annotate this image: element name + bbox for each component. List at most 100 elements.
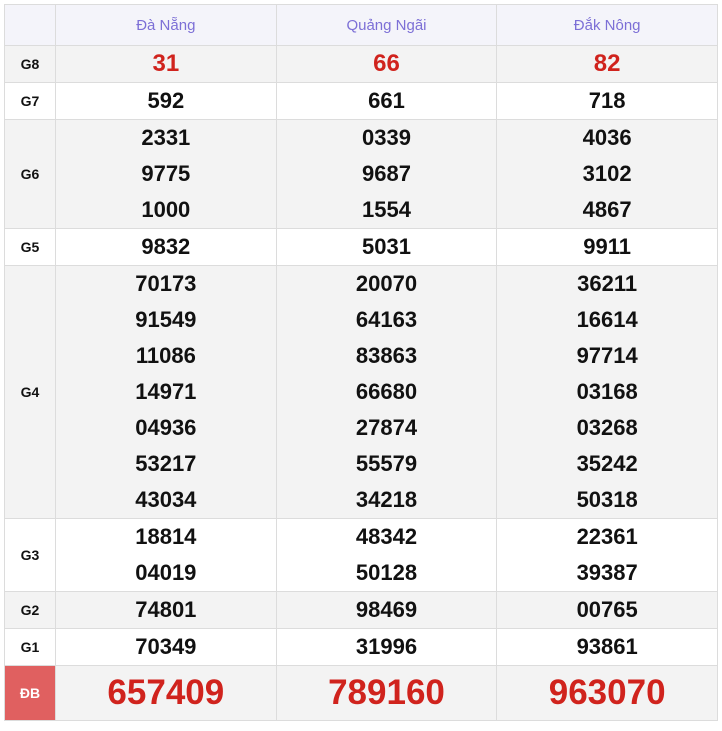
prize-number: 27874 bbox=[355, 415, 418, 440]
prize-cell: 718 bbox=[496, 82, 718, 120]
prize-row: ĐB 657409 789160 963070 bbox=[4, 665, 718, 721]
column-header-province: Đắk Nông bbox=[496, 4, 718, 46]
prize-row: G2 74801 98469 00765 bbox=[4, 591, 718, 629]
prize-number: 35242 bbox=[576, 451, 638, 476]
prize-cell: 657409 bbox=[55, 665, 277, 721]
prize-label: G8 bbox=[4, 45, 56, 83]
prize-cell: 22361 39387 bbox=[496, 518, 718, 592]
prize-number: 83863 bbox=[355, 343, 418, 368]
prize-cell: 70349 bbox=[55, 628, 277, 666]
prize-cell: 2331 9775 1000 bbox=[55, 119, 277, 229]
prize-number: 36211 bbox=[577, 271, 638, 296]
prize-number: 64163 bbox=[355, 307, 418, 332]
prize-cell: 98469 bbox=[275, 591, 498, 629]
prize-row: G3 18814 04019 48342 50128 22361 39387 bbox=[4, 518, 718, 592]
prize-cell: 661 bbox=[275, 82, 498, 120]
prize-number: 11086 bbox=[135, 343, 196, 368]
prize-number: 9911 bbox=[583, 234, 632, 259]
prize-row: G5 9832 5031 9911 bbox=[4, 228, 718, 266]
prize-cell: 9911 bbox=[496, 228, 718, 266]
prize-cell: 70173 91549 11086 14971 04936 53217 43034 bbox=[55, 265, 277, 519]
prize-number: 31996 bbox=[355, 634, 418, 659]
prize-cell: 9832 bbox=[55, 228, 277, 266]
prize-cell: 31996 bbox=[275, 628, 498, 666]
prize-cell: 36211 16614 97714 03168 03268 35242 50318 bbox=[496, 265, 718, 519]
prize-cell: 31 bbox=[55, 45, 277, 83]
prize-number: 9687 bbox=[362, 161, 411, 186]
prize-label: G4 bbox=[4, 265, 56, 519]
prize-number: 55579 bbox=[355, 451, 418, 476]
prize-cell: 93861 bbox=[496, 628, 718, 666]
prize-cell: 0339 9687 1554 bbox=[275, 119, 498, 229]
prize-number: 1000 bbox=[141, 197, 191, 222]
column-header-province: Đà Nẵng bbox=[55, 4, 277, 46]
prize-cell: 592 bbox=[55, 82, 277, 120]
prize-label: G7 bbox=[4, 82, 56, 120]
prize-number: 53217 bbox=[135, 451, 197, 476]
prize-number: 18814 bbox=[135, 524, 197, 549]
prize-number: 14971 bbox=[135, 379, 197, 404]
prize-number: 70173 bbox=[135, 271, 197, 296]
prize-number: 4867 bbox=[582, 197, 632, 222]
prize-number: 70349 bbox=[135, 634, 197, 659]
prize-number: 592 bbox=[147, 88, 185, 113]
prize-number: 0339 bbox=[362, 125, 411, 150]
prize-cell: 66 bbox=[275, 45, 498, 83]
prize-number: 98469 bbox=[355, 597, 418, 622]
prize-number: 34218 bbox=[355, 487, 418, 512]
prize-label: G6 bbox=[4, 119, 56, 229]
prize-cell: 82 bbox=[496, 45, 718, 83]
prize-row: G8 31 66 82 bbox=[4, 45, 718, 83]
prize-number: 04019 bbox=[135, 560, 197, 585]
prize-number: 9832 bbox=[141, 234, 191, 259]
column-header-province: Quảng Ngãi bbox=[275, 4, 498, 46]
prize-number: 4036 bbox=[582, 125, 632, 150]
prize-number: 963070 bbox=[548, 673, 666, 712]
prize-number: 48342 bbox=[355, 524, 418, 549]
prize-number: 789160 bbox=[328, 673, 445, 712]
prize-number: 43034 bbox=[135, 487, 197, 512]
prize-number: 16614 bbox=[576, 307, 638, 332]
prize-label: G5 bbox=[4, 228, 56, 266]
prize-cell: 5031 bbox=[275, 228, 498, 266]
prize-number: 50318 bbox=[576, 487, 638, 512]
prize-number: 657409 bbox=[107, 673, 225, 712]
prize-cell: 963070 bbox=[496, 665, 718, 721]
prize-number: 74801 bbox=[135, 597, 197, 622]
prize-label: G3 bbox=[4, 518, 56, 592]
prize-cell: 20070 64163 83863 66680 27874 55579 34218 bbox=[275, 265, 498, 519]
prize-number: 66 bbox=[373, 50, 400, 77]
prize-number: 50128 bbox=[355, 560, 418, 585]
prize-number: 5031 bbox=[362, 234, 411, 259]
prize-label: ĐB bbox=[4, 665, 56, 721]
prize-number: 03168 bbox=[576, 379, 638, 404]
prize-number: 31 bbox=[152, 50, 180, 77]
prize-number: 93861 bbox=[576, 634, 638, 659]
prize-number: 04936 bbox=[135, 415, 197, 440]
prize-number: 661 bbox=[368, 88, 405, 113]
prize-cell: 74801 bbox=[55, 591, 277, 629]
prize-cell: 00765 bbox=[496, 591, 718, 629]
prize-cell: 4036 3102 4867 bbox=[496, 119, 718, 229]
prize-number: 39387 bbox=[576, 560, 638, 585]
prize-number: 03268 bbox=[576, 415, 638, 440]
prize-cell: 789160 bbox=[275, 665, 498, 721]
prize-number: 3102 bbox=[582, 161, 632, 186]
lottery-results-table: Đà Nẵng Quảng Ngãi Đắk Nông G8 31 66 82 G7 592 6… bbox=[4, 4, 718, 721]
prize-label: G1 bbox=[4, 628, 56, 666]
prize-number: 1554 bbox=[362, 197, 411, 222]
prize-row: G4 70173 91549 11086 14971 04936 53217 43034 200… bbox=[4, 265, 718, 519]
prize-label: G2 bbox=[4, 591, 56, 629]
prize-number: 82 bbox=[593, 50, 621, 77]
prize-number: 66680 bbox=[355, 379, 418, 404]
prize-number: 20070 bbox=[355, 271, 418, 296]
prize-number: 718 bbox=[588, 88, 626, 113]
prize-number: 22361 bbox=[576, 524, 638, 549]
prize-row: G1 70349 31996 93861 bbox=[4, 628, 718, 666]
prize-number: 9775 bbox=[141, 161, 191, 186]
prize-number: 00765 bbox=[576, 597, 638, 622]
prize-number: 2331 bbox=[141, 125, 191, 150]
prize-cell: 18814 04019 bbox=[55, 518, 277, 592]
prize-number: 97714 bbox=[576, 343, 638, 368]
prize-cell: 48342 50128 bbox=[275, 518, 498, 592]
